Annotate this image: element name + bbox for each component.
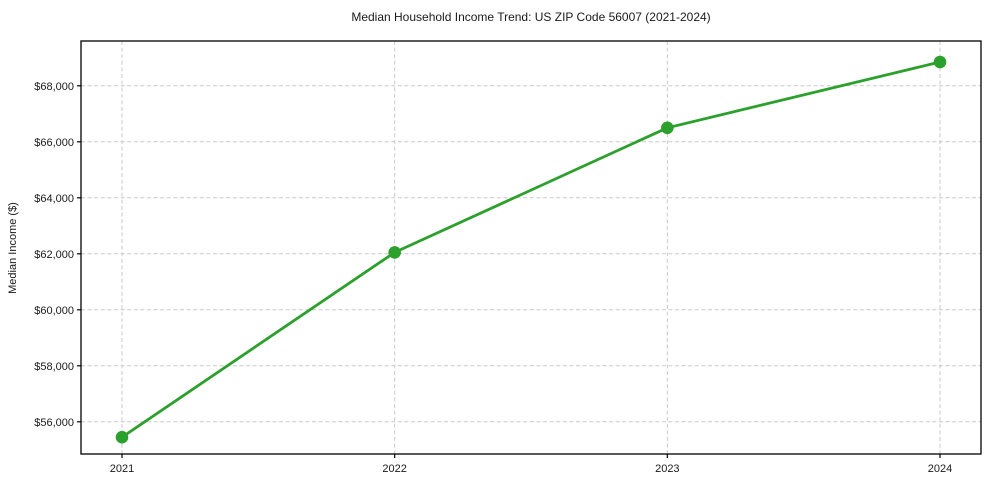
trend-line <box>120 60 942 439</box>
y-tick-label: $58,000 <box>34 361 74 373</box>
y-tick-label: $62,000 <box>34 249 74 261</box>
y-axis-label: Median Income ($) <box>7 202 19 294</box>
gridlines <box>81 41 981 454</box>
chart-title: Median Household Income Trend: US ZIP Co… <box>351 10 710 24</box>
plot-border <box>80 40 982 455</box>
y-tick-label: $56,000 <box>34 417 74 429</box>
y-tick-label: $66,000 <box>34 137 74 149</box>
y-tick-label: $68,000 <box>34 81 74 93</box>
data-point-2024 <box>933 55 947 69</box>
data-point-2021 <box>115 430 129 444</box>
data-point-2022 <box>388 246 401 259</box>
y-tick-label: $60,000 <box>34 305 74 317</box>
y-tick-label: $64,000 <box>34 193 74 205</box>
x-tick-label: 2023 <box>655 463 679 475</box>
x-tick-label: 2024 <box>928 463 952 475</box>
axis-ticks <box>77 85 941 458</box>
data-series <box>115 55 947 444</box>
axis-tick-labels: $56,000 $58,000 $60,000 $62,000 $64,000 $66,0… <box>34 81 952 475</box>
x-tick-label: 2021 <box>110 463 134 475</box>
data-point-2023 <box>661 121 674 135</box>
x-tick-label: 2022 <box>382 463 406 475</box>
